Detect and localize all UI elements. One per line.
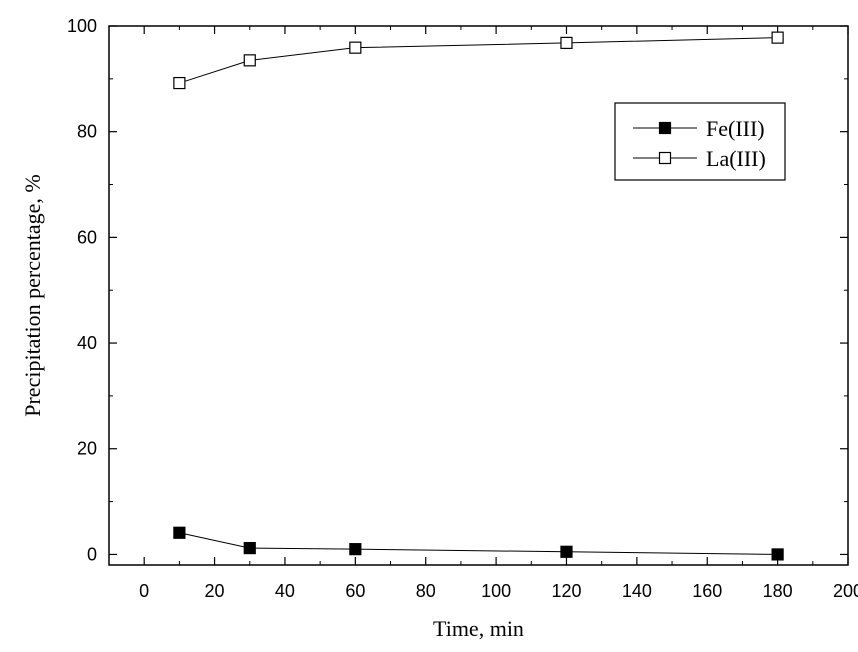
x-tick-label: 160 <box>692 581 722 601</box>
data-point <box>771 548 784 561</box>
data-point <box>243 541 256 555</box>
y-tick-label: 100 <box>67 16 97 36</box>
y-tick-label: 40 <box>77 333 97 353</box>
x-tick-label: 0 <box>139 581 149 601</box>
x-tick-label: 80 <box>416 581 436 601</box>
y-tick-label: 20 <box>77 439 97 459</box>
data-point <box>173 76 186 90</box>
x-tick-label: 20 <box>205 581 225 601</box>
x-axis-title: Time, min <box>433 616 524 641</box>
y-tick-label: 80 <box>77 122 97 142</box>
data-point <box>771 31 784 44</box>
data-point <box>243 54 256 67</box>
data-point <box>349 543 362 556</box>
x-tick-label: 120 <box>551 581 581 601</box>
data-point <box>560 545 573 558</box>
x-tick-label: 40 <box>275 581 295 601</box>
series-laiii <box>173 31 784 90</box>
data-point <box>173 526 186 539</box>
legend-label: La(III) <box>706 146 766 171</box>
x-tick-label: 140 <box>622 581 652 601</box>
data-point <box>349 41 362 54</box>
series-line <box>179 37 778 84</box>
data-point <box>560 36 573 50</box>
legend-marker <box>658 151 672 165</box>
y-tick-label: 0 <box>87 544 97 564</box>
legend-marker <box>658 121 672 135</box>
x-tick-label: 180 <box>763 581 793 601</box>
plot-frame <box>108 25 849 566</box>
legend: Fe(III) La(III) <box>614 102 786 181</box>
y-tick-label: 60 <box>77 227 97 247</box>
x-tick-label: 60 <box>345 581 365 601</box>
series-feiii <box>173 526 784 561</box>
legend-box <box>614 102 786 181</box>
x-tick-label: 200 <box>833 581 858 601</box>
y-axis-title: Precipitation percentage, % <box>20 174 45 417</box>
x-tick-label: 100 <box>481 581 511 601</box>
series-line <box>179 532 778 555</box>
legend-label: Fe(III) <box>706 116 765 141</box>
plot-area: 0 20 40 60 80 100 120 140 160 180 200 0 20 40 60 80 100 F… <box>67 16 858 601</box>
